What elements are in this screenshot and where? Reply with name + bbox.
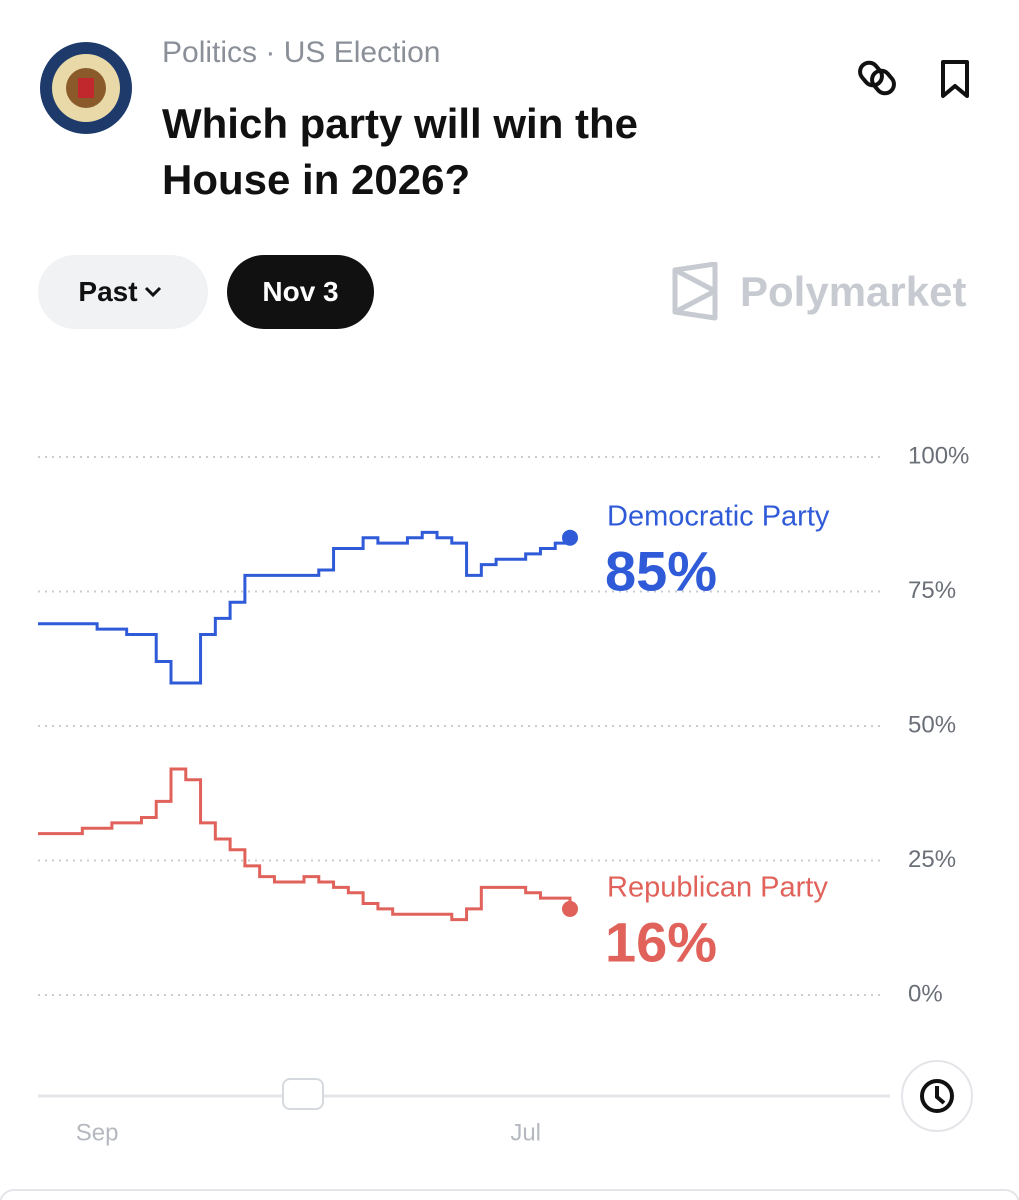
value-label: 16% — [605, 911, 717, 974]
brand: Polymarket — [740, 268, 967, 315]
end-point — [562, 529, 578, 546]
brand-logo — [672, 262, 718, 321]
value-label: 85% — [605, 539, 717, 602]
emblem — [40, 42, 132, 134]
clock-button[interactable] — [901, 1060, 973, 1132]
chevron — [144, 286, 161, 298]
series-line — [38, 767, 572, 922]
category[interactable]: Politics — [162, 36, 258, 69]
x-tick-label: Sep — [76, 1119, 119, 1146]
y-tick-label: 0% — [908, 980, 943, 1007]
range-dropdown[interactable]: Past — [38, 255, 208, 329]
y-tick-label: 50% — [908, 711, 956, 738]
date-button[interactable]: Nov 3 — [227, 255, 374, 329]
bookmark-icon[interactable] — [938, 58, 974, 102]
end-point — [562, 900, 578, 917]
x-tick-label: Jul — [510, 1119, 541, 1146]
legend-label: Democratic Party — [607, 500, 830, 532]
y-tick-label: 25% — [908, 846, 956, 873]
bottom-card — [0, 1189, 1019, 1200]
subcategory[interactable]: US Election — [283, 36, 441, 69]
separator: · — [265, 36, 284, 69]
range-label: Past — [78, 276, 138, 307]
market-title: Which party will win the House in 2026? — [162, 100, 639, 203]
y-tick-label: 75% — [908, 577, 956, 604]
series-line — [38, 530, 572, 685]
y-tick-label: 100% — [908, 442, 969, 469]
legend-label: Republican Party — [607, 872, 828, 904]
breadcrumb: Politics · US Election — [162, 36, 440, 70]
link-icon[interactable] — [858, 58, 898, 98]
timeline-handle[interactable] — [282, 1078, 324, 1110]
